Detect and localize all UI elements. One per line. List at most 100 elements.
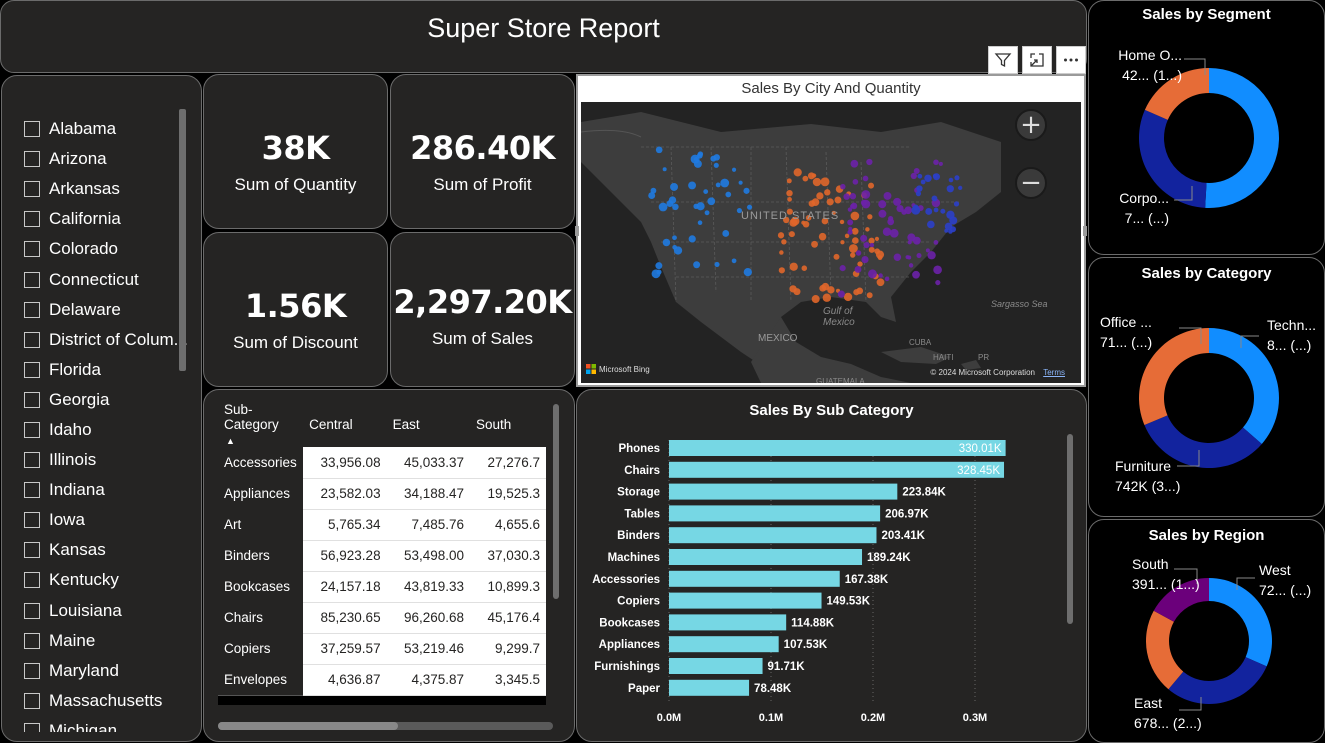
city-bubble[interactable] xyxy=(778,267,785,274)
map-canvas[interactable]: UNITED STATES MEXICO Gulf of Mexico Sarg… xyxy=(581,102,1081,383)
table-row[interactable]: Envelopes 4,636.87 4,375.87 3,345.5 xyxy=(218,664,546,696)
city-bubble[interactable] xyxy=(867,214,873,220)
city-bubble[interactable] xyxy=(833,253,840,260)
city-bubble[interactable] xyxy=(710,155,717,162)
city-bubble[interactable] xyxy=(905,255,910,260)
city-bubble[interactable] xyxy=(777,232,785,239)
city-bubble[interactable] xyxy=(944,228,949,233)
donut-slice-corporate[interactable] xyxy=(1139,109,1207,208)
donut-slice-consumer[interactable] xyxy=(1205,68,1279,208)
bar-storage[interactable] xyxy=(669,483,898,500)
city-bubble[interactable] xyxy=(896,205,904,213)
city-bubble[interactable] xyxy=(893,253,902,262)
city-bubble[interactable] xyxy=(848,226,853,231)
city-bubble[interactable] xyxy=(839,219,845,225)
city-bubble[interactable] xyxy=(876,278,885,287)
slicer-item[interactable]: Kentucky xyxy=(24,565,189,595)
table-row[interactable]: Binders 56,923.28 53,498.00 37,030.3 xyxy=(218,540,546,572)
city-bubble[interactable] xyxy=(811,173,817,178)
city-bubble[interactable] xyxy=(935,280,941,286)
city-bubble[interactable] xyxy=(915,190,922,197)
city-bubble[interactable] xyxy=(927,220,935,229)
slicer-item[interactable]: Maryland xyxy=(24,656,189,686)
city-bubble[interactable] xyxy=(847,207,853,212)
city-bubble[interactable] xyxy=(958,185,963,191)
city-bubble[interactable] xyxy=(736,207,743,214)
slicer-checkbox[interactable] xyxy=(24,361,40,378)
city-bubble[interactable] xyxy=(827,286,835,294)
donut-slice-technology[interactable] xyxy=(1209,328,1279,444)
city-bubble[interactable] xyxy=(816,192,824,200)
city-bubble[interactable] xyxy=(884,276,890,282)
city-bubble[interactable] xyxy=(878,273,883,278)
city-bubble[interactable] xyxy=(850,159,859,168)
bar-appliances[interactable] xyxy=(669,636,779,653)
city-bubble[interactable] xyxy=(655,262,663,270)
bar-paper[interactable] xyxy=(669,679,750,696)
city-bubble[interactable] xyxy=(715,182,721,188)
city-bubble[interactable] xyxy=(844,233,850,239)
slicer-item[interactable]: Indiana xyxy=(24,475,189,505)
slicer-checkbox[interactable] xyxy=(24,331,40,348)
slicer-checkbox[interactable] xyxy=(24,692,40,709)
bar-accessories[interactable] xyxy=(669,570,840,587)
slicer-checkbox[interactable] xyxy=(24,572,40,589)
matrix-header-subcategory[interactable]: Sub-Category ▲ xyxy=(218,402,303,447)
city-bubble[interactable] xyxy=(707,197,716,206)
city-bubble[interactable] xyxy=(693,159,702,168)
bar-copiers[interactable] xyxy=(669,592,822,609)
city-bubble[interactable] xyxy=(912,270,920,279)
city-bubble[interactable] xyxy=(860,234,868,242)
city-bubble[interactable] xyxy=(668,196,677,204)
slicer-checkbox[interactable] xyxy=(24,121,40,138)
city-bubble[interactable] xyxy=(940,208,946,214)
city-bubble[interactable] xyxy=(840,183,846,190)
donut-slice-south[interactable] xyxy=(1153,578,1209,622)
city-bubble[interactable] xyxy=(874,236,880,241)
city-bubble[interactable] xyxy=(865,227,870,232)
city-bubble[interactable] xyxy=(878,200,887,209)
city-bubble[interactable] xyxy=(725,191,732,198)
city-bubble[interactable] xyxy=(907,233,916,242)
bar-furnishings[interactable] xyxy=(669,658,763,674)
city-bubble[interactable] xyxy=(696,202,705,211)
city-bubble[interactable] xyxy=(688,181,697,190)
sales-by-subcategory-chart[interactable]: Sales By Sub Category 0.0M 0.1M 0.2M 0.3M Ph… xyxy=(576,389,1087,742)
city-bubble[interactable] xyxy=(743,267,752,277)
city-bubble[interactable] xyxy=(648,192,656,200)
city-bubble[interactable] xyxy=(781,239,787,245)
city-bubble[interactable] xyxy=(673,246,683,255)
city-bubble[interactable] xyxy=(869,242,875,248)
city-bubble[interactable] xyxy=(863,241,870,249)
category-donut-card[interactable]: Sales by Category Office ... 71... (...)… xyxy=(1088,257,1325,517)
city-bubble[interactable] xyxy=(720,178,730,188)
slicer-checkbox[interactable] xyxy=(24,512,40,529)
city-bubble[interactable] xyxy=(696,152,703,159)
sales-map-visual[interactable]: Sales By City And Quantity UNITED xyxy=(575,74,1087,387)
city-bubble[interactable] xyxy=(662,238,671,247)
donut-slice-west[interactable] xyxy=(1209,578,1272,667)
slicer-item[interactable]: Louisiana xyxy=(24,596,189,626)
city-bubble[interactable] xyxy=(693,203,699,209)
slicer-checkbox[interactable] xyxy=(24,662,40,679)
city-bubble[interactable] xyxy=(826,198,834,206)
city-bubble[interactable] xyxy=(848,244,858,253)
city-bubble[interactable] xyxy=(839,265,846,272)
city-bubble[interactable] xyxy=(932,173,938,179)
slicer-checkbox[interactable] xyxy=(24,271,40,288)
resize-handle-left[interactable] xyxy=(575,226,579,236)
terms-link[interactable]: Terms xyxy=(1043,368,1065,377)
city-bubble[interactable] xyxy=(840,240,845,245)
city-bubble[interactable] xyxy=(786,178,792,184)
city-bubble[interactable] xyxy=(868,237,875,244)
city-bubble[interactable] xyxy=(953,201,960,207)
city-bubble[interactable] xyxy=(793,168,802,177)
more-options-icon[interactable] xyxy=(1056,46,1086,74)
donut-slice-home-office[interactable] xyxy=(1144,68,1209,120)
city-bubble[interactable] xyxy=(790,216,800,226)
city-bubble[interactable] xyxy=(847,219,854,226)
city-bubble[interactable] xyxy=(788,231,795,238)
city-bubble[interactable] xyxy=(731,167,737,172)
city-bubble[interactable] xyxy=(893,197,902,206)
city-bubble[interactable] xyxy=(882,227,892,236)
